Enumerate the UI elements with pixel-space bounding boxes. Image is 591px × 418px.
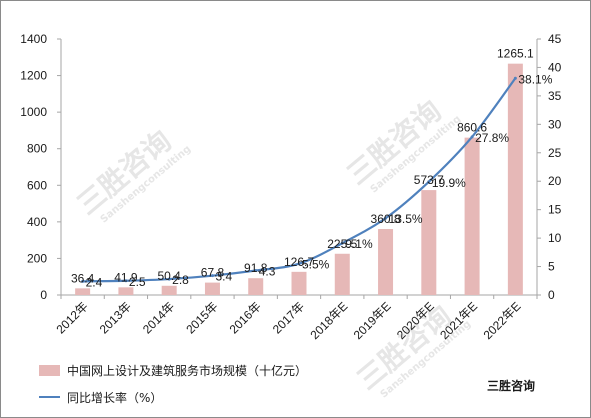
bar-data-label: 860.6 [457,121,487,135]
right-axis-ticks: 0 5 10 15 20 25 30 35 40 45 [537,32,562,302]
bar [464,137,480,295]
bar-data-label: 41.9 [114,270,138,284]
bar-data-label: 91.8 [244,261,268,275]
bar [248,278,264,295]
bar-data-label: 36.4 [71,271,95,285]
bar [507,63,523,296]
line-data-label: 38.1% [518,72,552,86]
legend-line-label: 同比增长率（%） [67,390,162,405]
line-data-label: 2.8 [172,273,189,287]
line-data-label: 27.8% [475,131,509,145]
x-axis-label: 2017年 [270,299,307,336]
line-data-label: 9.1% [345,237,373,251]
right-axis-tick-label: 10 [548,231,562,245]
line-point [124,279,128,283]
bar [204,282,220,295]
brand-label: 三胜咨询 [487,378,535,393]
bar [378,229,394,295]
left-axis-tick-label: 600 [27,178,47,192]
bar [75,288,91,295]
right-axis-tick-label: 15 [548,203,562,217]
bar-data-label: 50.4 [158,269,182,283]
line-point [210,274,214,278]
bar-data-labels: 36.4 41.9 50.4 67.8 91.8 126.7 225.5 360.8 573.7… [71,47,534,286]
right-axis-tick-label: 0 [548,288,555,302]
line-data-label: 2.5 [129,275,146,289]
right-axis-tick-label: 20 [548,174,562,188]
x-axis-label: 2016年 [227,299,264,336]
x-axis-label: 2013年 [97,299,134,336]
bar-data-label: 67.8 [201,266,225,280]
bar-data-label: 573.7 [414,173,444,187]
x-axis-label: 2015年 [183,299,220,336]
bar [291,271,307,295]
right-axis-tick-label: 40 [548,60,562,74]
right-axis-tick-label: 25 [548,146,562,160]
x-axis-label: 2012年 [53,299,90,336]
bar-data-label: 126.7 [284,255,314,269]
x-axis-label: 2022年E [481,299,524,342]
line-data-label: 13.5% [389,212,423,226]
line-point [340,241,344,245]
left-axis-tick-label: 1000 [20,105,47,119]
bar [161,285,177,295]
left-axis-tick-label: 1200 [20,69,47,83]
line-point [427,180,431,184]
line-point [513,76,517,80]
legend-bar-swatch [39,365,60,376]
line-data-label: 5.5% [302,258,330,272]
x-axis-label: 2019年E [351,299,394,342]
line-point [167,277,171,281]
line-data-labels: 2.4 2.5 2.8 3.4 4.3 5.5% 9.1% 13.5% 19.9% 27.8% 38… [86,72,553,289]
line-point [297,262,301,266]
bar [118,287,134,295]
left-axis-ticks: 0 200 400 600 800 1000 1200 1400 [20,32,61,302]
line-point [254,269,258,273]
right-axis-tick-label: 5 [548,260,555,274]
line-data-label: 3.4 [215,270,232,284]
bar-data-label: 1265.1 [497,47,534,61]
left-axis-tick-label: 200 [27,251,47,265]
x-axis-label: 2018年E [307,299,350,342]
line-data-label: 19.9% [432,176,466,190]
bar-data-label: 360.8 [371,212,401,226]
left-axis-tick-label: 0 [40,288,47,302]
left-axis-tick-label: 1400 [20,32,47,46]
bar [334,253,350,295]
bar-series [75,63,523,296]
legend-bar-label: 中国网上设计及建筑服务市场规模（十亿元） [67,363,307,378]
right-axis-tick-label: 45 [548,32,562,46]
legend: 中国网上设计及建筑服务市场规模（十亿元） 同比增长率（%） [39,363,307,405]
right-axis-tick-label: 30 [548,117,562,131]
x-axis-label: 2014年 [140,299,177,336]
line-data-label: 2.4 [86,275,103,289]
bar [421,190,437,295]
line-series [81,76,517,283]
line-data-label: 4.3 [259,265,276,279]
line-point [384,216,388,220]
line-point [81,279,85,283]
bar-data-label: 225.5 [327,237,357,251]
line-point [470,135,474,139]
left-axis-tick-label: 400 [27,215,47,229]
x-axis-labels: 2012年 2013年 2014年 2015年 2016年 2017年 2018年E 2019… [53,299,523,342]
right-axis-tick-label: 35 [548,89,562,103]
left-axis-tick-label: 800 [27,142,47,156]
